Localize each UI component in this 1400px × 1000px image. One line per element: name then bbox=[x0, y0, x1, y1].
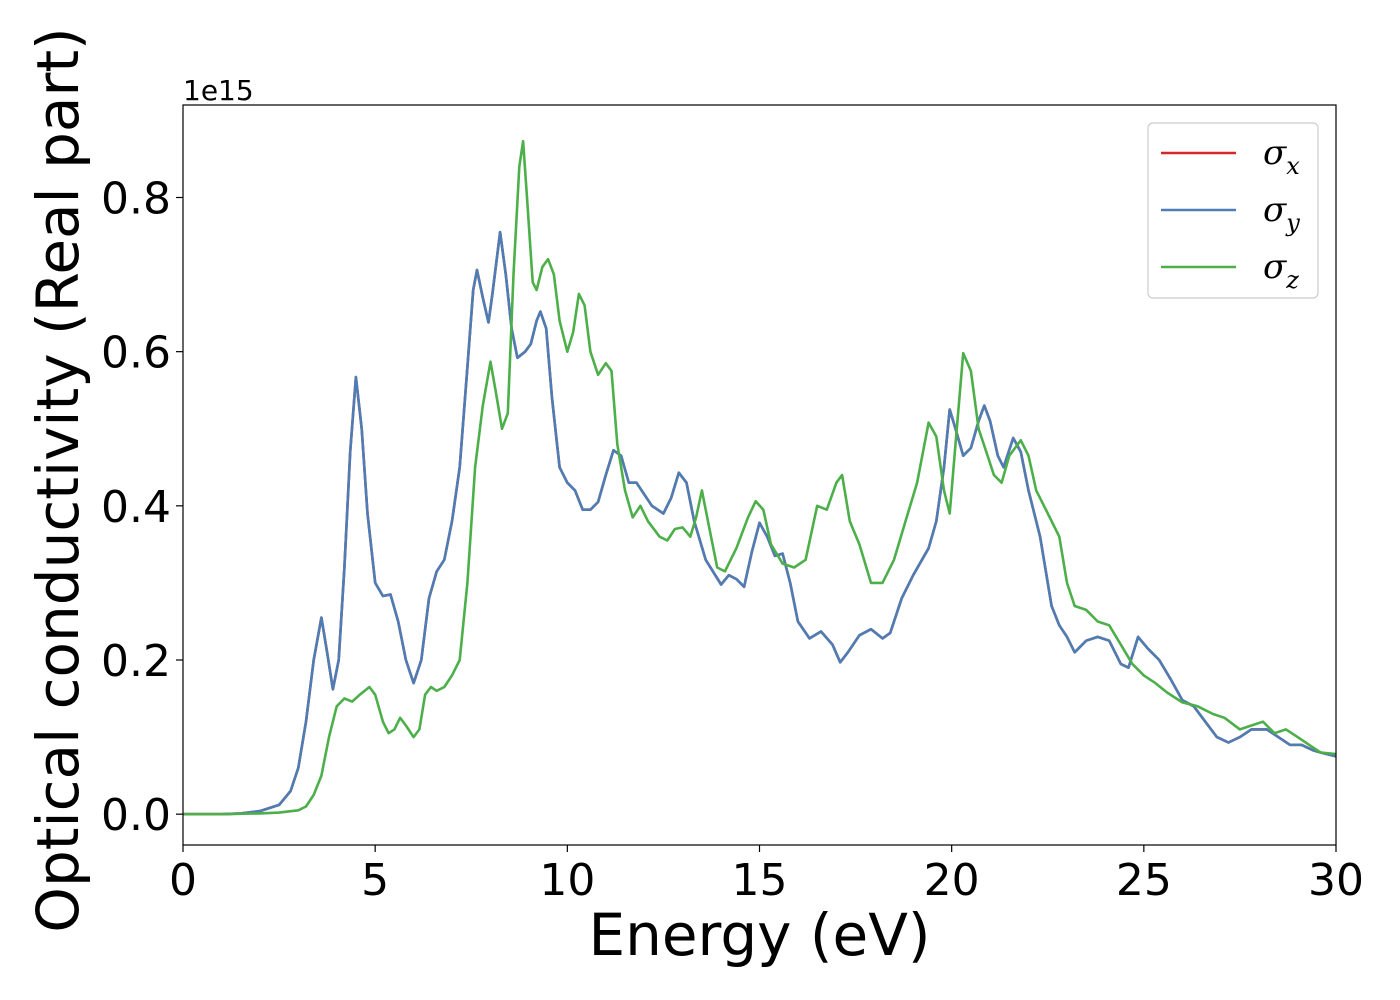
legend-label: σy bbox=[1263, 190, 1300, 237]
legend-label: σx bbox=[1263, 133, 1300, 180]
y-tick-label: 0.2 bbox=[101, 636, 171, 687]
x-axis: 0 5 10 15 20 25 30 bbox=[169, 845, 1364, 906]
x-tick-label: 20 bbox=[924, 855, 980, 906]
y-tick-label: 0.8 bbox=[101, 174, 171, 225]
x-tick-label: 30 bbox=[1308, 855, 1364, 906]
y-tick-label: 0.0 bbox=[101, 790, 171, 841]
x-axis-title: Energy (eV) bbox=[588, 901, 930, 969]
legend-label: σz bbox=[1263, 247, 1299, 294]
series-line-y bbox=[183, 230, 1336, 816]
legend: σx σy σz bbox=[1147, 122, 1319, 299]
legend-item-y: σy bbox=[1161, 190, 1300, 237]
y-tick-label: 0.6 bbox=[101, 328, 171, 379]
plot-lines bbox=[183, 139, 1336, 816]
legend-item-z: σz bbox=[1161, 247, 1299, 294]
x-tick-label: 5 bbox=[361, 855, 389, 906]
x-tick-label: 0 bbox=[169, 855, 197, 906]
x-tick-label: 25 bbox=[1116, 855, 1172, 906]
x-tick-label: 10 bbox=[539, 855, 595, 906]
series-line-z bbox=[183, 139, 1336, 816]
y-offset-label: 1e15 bbox=[183, 74, 254, 107]
x-tick-label: 15 bbox=[732, 855, 788, 906]
legend-item-x: σx bbox=[1161, 133, 1300, 180]
y-axis-title: Optical conductivity (Real part) bbox=[24, 27, 92, 932]
y-axis: 0.0 0.2 0.4 0.6 0.8 bbox=[101, 174, 183, 841]
y-tick-label: 0.4 bbox=[101, 482, 171, 533]
